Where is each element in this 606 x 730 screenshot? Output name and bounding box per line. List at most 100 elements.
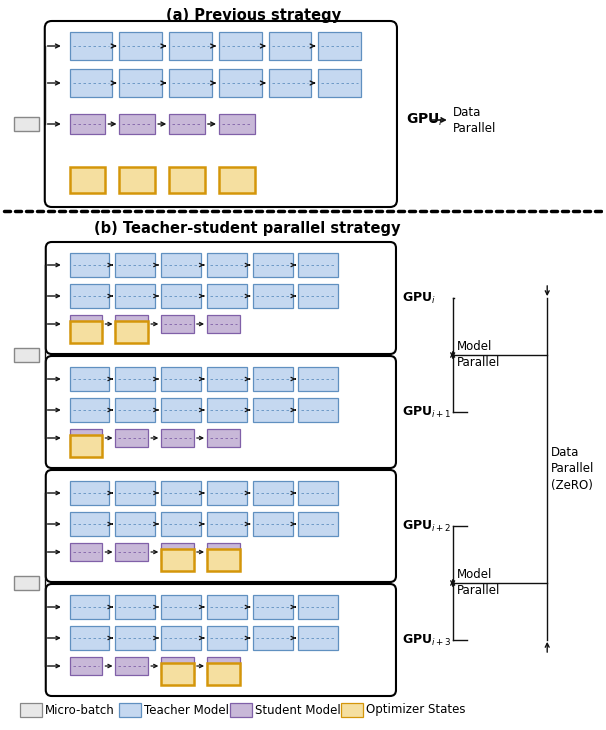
Bar (253, 481, 293, 505)
Bar (70, 429, 102, 447)
Bar (253, 512, 293, 536)
Bar (115, 429, 148, 447)
Bar (119, 703, 141, 717)
Bar (70, 481, 110, 505)
Bar (115, 321, 148, 343)
Bar (115, 512, 155, 536)
Bar (70, 367, 110, 391)
Bar (299, 481, 338, 505)
Text: (b) Teacher-student parallel strategy: (b) Teacher-student parallel strategy (94, 221, 401, 236)
Bar (119, 167, 155, 193)
Bar (70, 626, 110, 650)
Text: $\mathbf{GPU}_{i+1}$: $\mathbf{GPU}_{i+1}$ (402, 404, 451, 420)
Bar (161, 367, 201, 391)
Bar (14, 348, 39, 362)
Bar (207, 315, 240, 333)
Bar (70, 543, 102, 561)
Bar (115, 315, 148, 333)
Bar (207, 657, 240, 675)
Bar (161, 398, 201, 422)
Bar (207, 626, 247, 650)
Bar (318, 32, 361, 60)
Bar (70, 284, 110, 308)
Text: Data: Data (453, 107, 481, 120)
Bar (70, 315, 102, 333)
Bar (207, 481, 247, 505)
Text: Optimizer States: Optimizer States (366, 704, 465, 717)
Bar (70, 32, 113, 60)
Text: $\mathbf{GPU}_{i+2}$: $\mathbf{GPU}_{i+2}$ (402, 518, 451, 534)
Bar (253, 626, 293, 650)
Bar (219, 69, 262, 97)
Bar (14, 576, 39, 590)
Bar (115, 543, 148, 561)
Bar (161, 657, 194, 675)
Bar (70, 69, 113, 97)
Bar (161, 549, 194, 571)
Bar (299, 626, 338, 650)
Bar (169, 167, 205, 193)
Bar (207, 284, 247, 308)
Text: Teacher Model: Teacher Model (144, 704, 229, 717)
Bar (115, 481, 155, 505)
Bar (161, 315, 194, 333)
Text: Data
Parallel
(ZeRO): Data Parallel (ZeRO) (551, 447, 594, 491)
Bar (161, 512, 201, 536)
Bar (207, 663, 240, 685)
Bar (70, 595, 110, 619)
Text: $\mathbf{GPU}_i$: $\mathbf{GPU}_i$ (402, 291, 436, 306)
Bar (268, 32, 311, 60)
Bar (115, 657, 148, 675)
Bar (161, 626, 201, 650)
Bar (207, 543, 240, 561)
Bar (207, 429, 240, 447)
Bar (219, 32, 262, 60)
Bar (169, 114, 205, 134)
Bar (318, 69, 361, 97)
Bar (115, 367, 155, 391)
FancyBboxPatch shape (45, 21, 397, 207)
Text: Model
Parallel: Model Parallel (457, 569, 500, 597)
Text: Student Model: Student Model (255, 704, 341, 717)
FancyBboxPatch shape (46, 470, 396, 582)
Bar (299, 284, 338, 308)
Bar (161, 543, 194, 561)
Bar (115, 398, 155, 422)
Text: Parallel: Parallel (453, 121, 496, 134)
Bar (119, 114, 155, 134)
Bar (115, 253, 155, 277)
Bar (70, 512, 110, 536)
Bar (161, 429, 194, 447)
Text: Model
Parallel: Model Parallel (457, 340, 500, 369)
Bar (14, 117, 39, 131)
Bar (161, 284, 201, 308)
Bar (268, 69, 311, 97)
Bar (169, 32, 212, 60)
Bar (253, 595, 293, 619)
Bar (70, 253, 110, 277)
Bar (219, 114, 255, 134)
Bar (20, 703, 42, 717)
Bar (207, 595, 247, 619)
Bar (299, 398, 338, 422)
FancyBboxPatch shape (46, 584, 396, 696)
Bar (219, 167, 255, 193)
Text: Micro-batch: Micro-batch (45, 704, 115, 717)
Bar (207, 253, 247, 277)
Bar (207, 549, 240, 571)
Bar (207, 367, 247, 391)
Bar (161, 663, 194, 685)
Bar (169, 69, 212, 97)
Bar (299, 367, 338, 391)
Bar (70, 167, 105, 193)
Bar (70, 657, 102, 675)
Bar (253, 367, 293, 391)
Bar (207, 398, 247, 422)
Bar (161, 481, 201, 505)
Bar (70, 114, 105, 134)
Text: (a) Previous strategy: (a) Previous strategy (165, 8, 341, 23)
Bar (70, 321, 102, 343)
Bar (253, 253, 293, 277)
Bar (115, 595, 155, 619)
Bar (119, 32, 162, 60)
